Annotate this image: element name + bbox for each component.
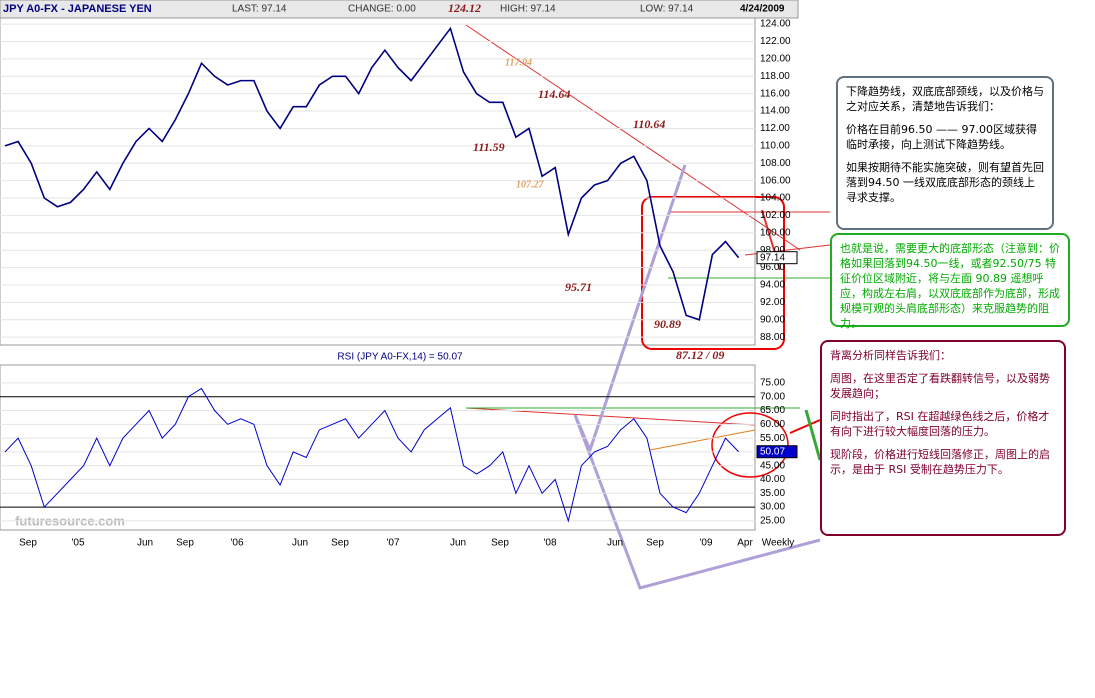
price-annotation: 117.94 — [505, 57, 532, 68]
date: 4/24/2009 — [740, 4, 785, 15]
last-value-label: 50.07 — [760, 446, 785, 457]
y-tick-label: 106.00 — [760, 175, 791, 186]
pointer — [804, 409, 822, 461]
x-tick-label: '08 — [543, 538, 556, 549]
last-value-box — [756, 251, 798, 265]
last-value-label: 97.14 — [760, 252, 785, 263]
x-tick-label: '06 — [230, 538, 243, 549]
note-box: 下降趋势线，双底底部颈线，以及价格与之对应关系，清楚地告诉我们： 价格在目前96… — [836, 76, 1054, 230]
note-text: 周图，在这里否定了看跌翻转信号，以及弱势发展趋向； — [830, 372, 1050, 400]
last-value-box — [756, 445, 798, 459]
y-tick-label: 124.00 — [760, 19, 791, 30]
series-line — [4, 26, 740, 321]
y-tick-label: 92.00 — [760, 297, 785, 308]
purple-lines — [573, 164, 821, 590]
symbol-title: JPY A0-FX - JAPANESE YEN — [3, 3, 152, 15]
high: HIGH: 97.14 — [500, 4, 556, 15]
rsi-title: RSI (JPY A0-FX,14) = 50.07 — [337, 352, 463, 363]
y-tick-label: 104.00 — [760, 193, 791, 204]
x-tick-label: '09 — [699, 538, 712, 549]
x-tick-label: Jun — [607, 538, 623, 549]
series-line — [4, 387, 739, 523]
note-box: 背离分析同样告诉我们： 周图，在这里否定了看跌翻转信号，以及弱势发展趋向； 同时… — [820, 340, 1066, 536]
price-annotation: 95.71 — [565, 280, 592, 294]
note-text: 如果按期待不能实施突破，则有望首先回落到94.50 一线双底底部形态的颈线上寻求… — [846, 161, 1044, 204]
price-annotation: 110.64 — [633, 117, 665, 131]
pointer — [789, 419, 821, 434]
note-text: 背离分析同样告诉我们： — [830, 349, 951, 362]
x-tick-label: Sep — [491, 538, 509, 549]
rsi-frame — [0, 364, 756, 531]
rsi-orange-line — [649, 429, 756, 451]
highlight-ellipse — [711, 412, 789, 478]
y-tick-label: 98.00 — [760, 245, 785, 256]
y-tick-label: 90.00 — [760, 314, 785, 325]
y-tick-label: 65.00 — [760, 405, 785, 416]
y-tick-label: 60.00 — [760, 419, 785, 430]
y-tick-label: 55.00 — [760, 433, 785, 444]
y-tick-label: 120.00 — [760, 54, 791, 65]
x-tick-label: Sep — [19, 538, 37, 549]
y-tick-label: 70.00 — [760, 391, 785, 402]
y-tick-label: 75.00 — [760, 378, 785, 389]
note-text: 同时指出了，RSI 在超越绿色线之后，价格才有向下进行较大幅度回落的压力。 — [830, 410, 1050, 438]
y-tick-label: 116.00 — [760, 88, 790, 99]
y-tick-label: 45.00 — [760, 460, 785, 471]
y-tick-label: 96.00 — [760, 262, 785, 273]
x-tick-label: Sep — [646, 538, 664, 549]
y-tick-label: 94.00 — [760, 280, 785, 291]
y-tick-label: 110.00 — [760, 140, 790, 151]
price-annotation: 90.89 — [654, 317, 681, 331]
last: LAST: 97.14 — [232, 4, 287, 15]
note-text: 下降趋势线，双底底部颈线，以及价格与之对应关系，清楚地告诉我们： — [846, 85, 1044, 113]
price-annotation: 107.27 — [516, 179, 545, 190]
x-tick-label: Weekly — [762, 538, 795, 549]
x-tick-label: Sep — [176, 538, 194, 549]
y-tick-label: 25.00 — [760, 516, 785, 527]
y-tick-label: 112.00 — [760, 123, 790, 134]
price-annotation: 114.64 — [538, 87, 570, 101]
price-annotation: 87.12 / 09 — [676, 348, 724, 362]
price-annotation: 111.59 — [473, 140, 505, 154]
y-tick-label: 30.00 — [760, 502, 785, 513]
x-tick-label: Apr — [737, 538, 753, 549]
highlight-box — [641, 196, 785, 350]
low: LOW: 97.14 — [640, 4, 694, 15]
y-tick-label: 100.00 — [760, 227, 791, 238]
y-tick-label: 118.00 — [760, 71, 790, 82]
y-tick-label: 40.00 — [760, 474, 785, 485]
y-tick-label: 114.00 — [760, 106, 790, 117]
note-box: 也就是说，需要更大的底部形态（注意到：价格如果回落到94.50一线，或者92.5… — [830, 233, 1070, 330]
x-tick-label: Jun — [450, 538, 466, 549]
change: CHANGE: 0.00 — [348, 4, 416, 15]
x-tick-label: Sep — [331, 538, 349, 549]
peak-label: 124.12 — [448, 1, 481, 15]
y-tick-label: 102.00 — [760, 210, 791, 221]
y-tick-label: 122.00 — [760, 36, 791, 47]
x-tick-label: Jun — [137, 538, 153, 549]
y-tick-label: 35.00 — [760, 488, 785, 499]
x-tick-label: '05 — [71, 538, 84, 549]
x-tick-label: Jun — [292, 538, 308, 549]
x-tick-label: '07 — [386, 538, 399, 549]
note-text: 也就是说，需要更大的底部形态（注意到：价格如果回落到94.50一线，或者92.5… — [840, 242, 1060, 330]
y-tick-label: 88.00 — [760, 332, 785, 343]
note-text: 现阶段，价格进行短线回落修正，周图上的启示，是由于 RSI 受制在趋势压力下。 — [830, 448, 1050, 476]
note-text: 价格在目前96.50 —— 97.00区域获得临时承接，向上测试下降趋势线。 — [846, 123, 1037, 151]
price-frame — [0, 17, 756, 346]
y-tick-label: 108.00 — [760, 158, 791, 169]
